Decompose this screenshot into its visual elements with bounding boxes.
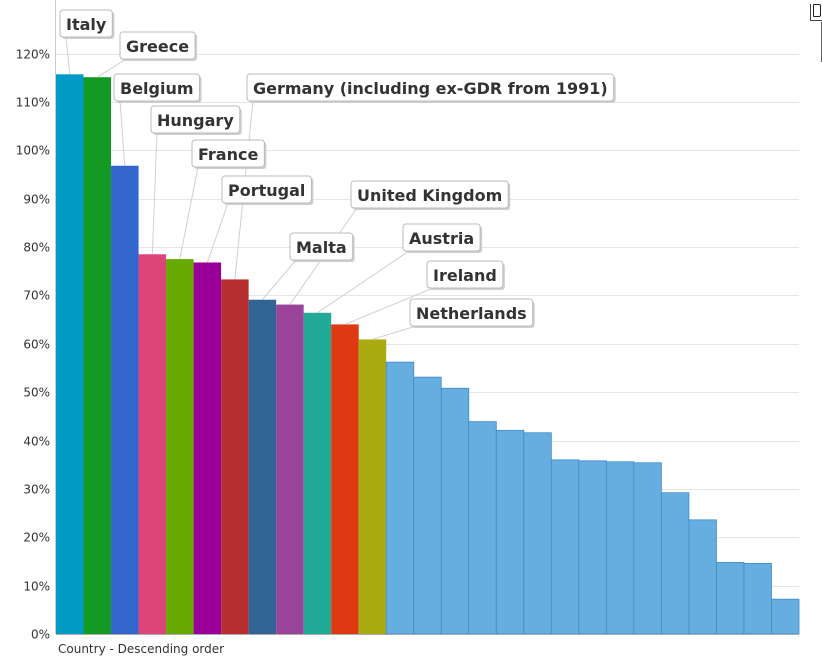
y-tick-label: 10% [23, 580, 50, 594]
callout: Hungary [150, 105, 242, 135]
callout-leader [65, 36, 71, 75]
bar[interactable] [468, 421, 497, 635]
y-tick-label: 30% [23, 483, 50, 497]
bar[interactable] [605, 461, 635, 635]
bar[interactable] [633, 462, 662, 635]
bar[interactable] [495, 429, 525, 635]
bar[interactable] [771, 598, 800, 635]
bar[interactable] [440, 387, 470, 635]
bar[interactable] [221, 279, 249, 634]
bar[interactable] [523, 432, 552, 635]
bar[interactable] [276, 304, 304, 634]
callout-label: Malta [296, 238, 347, 257]
y-axis-ticks: 0% 10% 20% 30% 40% 50% 60% 70% 80% 90% 100% 110% 120… [16, 48, 50, 642]
y-tick-label: 60% [23, 338, 50, 352]
callout-leader [179, 166, 199, 260]
callout: Netherlands [409, 298, 535, 328]
callout: Portugal [221, 175, 314, 205]
bar[interactable] [716, 562, 745, 635]
callout-label: United Kingdom [357, 186, 502, 205]
bar[interactable] [111, 165, 139, 635]
y-tick-label: 110% [16, 96, 50, 110]
y-tick-label: 100% [16, 144, 50, 158]
callout-label: Hungary [157, 111, 234, 130]
bar[interactable] [578, 460, 607, 635]
bar[interactable] [688, 519, 717, 635]
bars [56, 74, 800, 635]
x-axis-title: Country - Descending order [58, 642, 224, 656]
callout: France [191, 139, 267, 169]
callout-box [59, 9, 113, 38]
callout-box [409, 298, 534, 327]
y-tick-label: 40% [23, 435, 50, 449]
callout-label: Italy [66, 15, 107, 34]
callout-box [402, 223, 481, 252]
bar[interactable] [661, 492, 690, 635]
y-tick-label: 0% [31, 628, 50, 642]
callouts: Italy Greece Belgium Hungary France Germany (… [59, 9, 616, 328]
bar[interactable] [83, 77, 112, 634]
callout-box [191, 139, 265, 168]
y-tick-label: 120% [16, 48, 50, 62]
callout-label: Greece [126, 37, 189, 56]
y-tick-label: 80% [23, 241, 50, 255]
bar[interactable] [358, 339, 387, 634]
callout-box [150, 105, 241, 134]
bar[interactable] [385, 361, 415, 635]
callout-box [350, 180, 509, 209]
callout: Austria [402, 223, 483, 253]
window-corner-icon [810, 4, 822, 21]
y-tick-label: 20% [23, 531, 50, 545]
callout-label: Belgium [120, 79, 194, 98]
callout-label: Germany (including ex-GDR from 1991) [253, 79, 608, 98]
callout-leader [372, 325, 417, 340]
callout-box [246, 73, 615, 102]
callout-box [113, 73, 201, 102]
callout-leader [344, 287, 434, 325]
bar[interactable] [331, 324, 359, 634]
bar[interactable] [248, 299, 277, 634]
bar[interactable] [413, 376, 442, 635]
bar[interactable] [743, 562, 772, 635]
callout: United Kingdom [350, 180, 511, 210]
bar[interactable] [56, 74, 84, 635]
callout: Germany (including ex-GDR from 1991) [246, 73, 616, 103]
callout-label: Portugal [228, 181, 305, 200]
callout-leader [151, 132, 158, 255]
bar[interactable] [138, 254, 167, 634]
callout-leader [97, 58, 127, 78]
callout: Italy [59, 9, 115, 39]
callout-leader [262, 259, 297, 301]
y-tick-label: 50% [23, 386, 50, 400]
bar[interactable] [193, 262, 222, 634]
bar[interactable] [303, 312, 332, 634]
bar[interactable] [550, 459, 580, 635]
callout-leader [119, 100, 126, 166]
callout-label: Ireland [433, 266, 497, 285]
y-tick-label: 90% [23, 193, 50, 207]
callout-box [221, 175, 312, 204]
callout: Greece [119, 31, 198, 61]
callout-label: Austria [409, 229, 474, 248]
callout: Ireland [426, 260, 505, 290]
callout: Malta [289, 232, 355, 262]
callout-box [426, 260, 504, 289]
callout-leader [317, 250, 410, 314]
callout-leader [206, 202, 229, 263]
y-tick-label: 70% [23, 289, 50, 303]
callout-label: France [198, 145, 258, 164]
callout-box [289, 232, 354, 261]
callout-label: Netherlands [416, 304, 527, 323]
bar[interactable] [166, 259, 194, 634]
callout: Belgium [113, 73, 202, 103]
callout-box [119, 31, 196, 60]
